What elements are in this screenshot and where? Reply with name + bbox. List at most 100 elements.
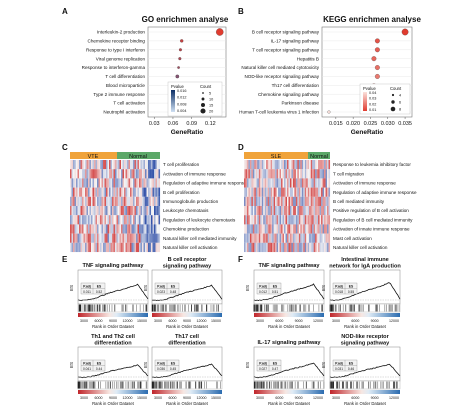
gsea-title: TNF signaling pathway	[83, 263, 145, 269]
count-legend-dot	[200, 108, 206, 114]
panel-c-group-bar-vte	[70, 152, 117, 159]
gsea-ylabel: ES	[143, 285, 148, 291]
panel-c-row-label: Natural killer cell activation	[163, 245, 218, 250]
panel-c-row-label: Immunoglobulin production	[163, 199, 219, 204]
panel-c-row-label: Activation of immune response	[163, 171, 226, 176]
panel-a-xtick: 0.12	[205, 121, 216, 127]
gsea-running-es-line	[152, 284, 223, 301]
gsea-running-es-line	[329, 363, 401, 378]
panel-b-legend: Pvalue 0.04 0.030.02 0.01 Count 4 6 8	[359, 83, 411, 115]
panel-a-xtick: 0.03	[149, 121, 160, 127]
panel-b-term-label: NOD-like receptor signaling pathway	[244, 74, 319, 79]
gsea-stats-table: P.adj ES 0.018 0.55	[332, 282, 358, 295]
gsea-stat-value-es: 0.51	[272, 290, 278, 294]
panel-d-row-label: Activation of innate immune response	[333, 227, 410, 232]
gsea-xtick: 9000	[183, 319, 191, 323]
gsea-stat-value-padj: 0.011	[83, 290, 91, 294]
panel-a-legend-pvalue-title: Pvalue	[171, 84, 184, 89]
panel-a-term-label: Type 2 immune response	[93, 92, 145, 97]
gsea-stat-value-padj: 0.031	[335, 367, 343, 371]
panel-a-xtick: 0.09	[186, 121, 197, 127]
panel-a-term-label: Blood microparticle	[106, 83, 146, 88]
gsea-running-es-line	[253, 283, 325, 302]
panel-a-term-label: T cell differentiation	[105, 74, 145, 79]
gsea-xtick: 6000	[275, 396, 283, 400]
gsea-title: NOD-like receptor signaling pathway	[341, 334, 390, 347]
count-legend-dot	[391, 100, 395, 104]
gsea-stat-label-padj: P.adj	[335, 285, 343, 289]
gsea-stat-value-padj: 0.041	[83, 367, 91, 371]
gsea-xtick: 12000	[313, 396, 323, 400]
colorbar-tick: 0.03	[369, 97, 376, 101]
gsea-xtick: 3000	[80, 396, 88, 400]
gsea-running-es-line	[77, 364, 149, 379]
panel-a-legend-count-title: Count	[200, 84, 212, 89]
gsea-title: IL-17 signaling pathway	[257, 340, 321, 346]
gsea-xtick: 12000	[389, 319, 399, 323]
panel-b-dot	[374, 47, 380, 53]
panel-a-dot	[180, 39, 184, 43]
panel-b-term-label: Chemokine signaling pathway	[258, 92, 320, 97]
panel-c-group-label-vte: VTE	[88, 154, 99, 160]
panel-d-row-label: Positive regulation of B cell activation	[333, 208, 409, 213]
gsea-xtick: 12000	[123, 319, 133, 323]
gsea-stat-value-padj: 0.023	[157, 290, 165, 294]
panel-b-kegg-dotplot: KEGG enrichmen analyse B cell receptor s…	[239, 15, 421, 136]
gsea-xtick: 9000	[183, 396, 191, 400]
panel-c-row-label: Chemokine production	[163, 227, 209, 232]
gsea-xtick: 12000	[123, 396, 133, 400]
colorbar-tick: 0.004	[177, 109, 187, 113]
gsea-stat-label-es: ES	[349, 285, 354, 289]
panel-letter-e: E	[62, 255, 68, 264]
gsea-running-es-line	[253, 362, 325, 379]
panel-c-heatmap: VTE Normal T cell proliferation Activatio…	[70, 152, 247, 253]
panel-a-term-label: Response to interferon-gamma	[82, 65, 146, 70]
panel-a-dot	[216, 28, 224, 36]
panel-c-row-label: Regulation of leukocyte chemotaxis	[163, 217, 236, 222]
panel-a-go-dotplot: GO enrichmen analyse Interleukin-2 produ…	[82, 15, 229, 136]
gsea-xtick: 9000	[109, 319, 117, 323]
count-legend-label: 8	[399, 108, 401, 112]
panel-b-term-label: Human T-cell leukemia virus 1 infection	[239, 110, 319, 115]
gsea-xlabel: Rank in Order Dataset	[92, 401, 134, 406]
panel-d-group-bar-normal	[308, 152, 330, 159]
panel-b-dot	[374, 38, 380, 44]
gsea-stat-value-es: 0.52	[96, 290, 102, 294]
gsea-xtick: 6000	[169, 396, 177, 400]
gsea-xtick: 3000	[256, 319, 264, 323]
panel-c-heatmap-cells	[70, 160, 161, 253]
gsea-rank-gradient	[330, 390, 400, 394]
panel-letter-a: A	[62, 7, 68, 16]
panel-c-row-label: Leukocyte chemotaxis	[163, 208, 209, 213]
gsea-stat-label-es: ES	[273, 285, 278, 289]
gsea-xtick: 15000	[137, 319, 147, 323]
gsea-stat-label-padj: P.adj	[83, 362, 91, 366]
gsea-rank-gradient	[254, 313, 324, 317]
panel-c-row-label: Regulation of adaptive immune response	[163, 181, 247, 186]
gsea-stats-table: P.adj ES 0.023 0.48	[154, 282, 180, 295]
panel-letter-b: B	[238, 7, 244, 16]
gsea-stats-table: P.adj ES 0.011 0.52	[80, 282, 106, 295]
count-legend-dot	[202, 92, 204, 94]
gsea-xtick: 12000	[197, 319, 207, 323]
gsea-title: Intestinal immune network for IgA product…	[329, 257, 401, 270]
gsea-xtick: 9000	[109, 396, 117, 400]
panel-a-legend: Pvalue 0.016 0.012 0.008 0.004 Count 5 10 15 2…	[167, 81, 223, 117]
gsea-xlabel: Rank in Order Dataset	[166, 401, 208, 406]
panel-b-dot	[371, 56, 377, 62]
gsea-title: B cell receptor signaling pathway	[163, 257, 212, 270]
panel-d-group-label-normal: Normal	[310, 154, 328, 160]
panel-b-xlabel: GeneRatio	[351, 129, 384, 136]
panel-b-dot	[327, 110, 331, 114]
gsea-rank-gradient	[254, 390, 324, 394]
gsea-ylabel: ES	[245, 285, 250, 291]
gsea-stat-value-es: 0.55	[348, 290, 354, 294]
gsea-xtick: 9000	[295, 319, 303, 323]
gsea-stat-value-padj: 0.036	[157, 367, 165, 371]
gsea-running-es-line	[77, 283, 149, 302]
panel-b-term-label: Hepatitis B	[297, 56, 319, 61]
panel-d-heatmap-cells	[244, 160, 331, 253]
count-legend-dot	[201, 97, 205, 101]
